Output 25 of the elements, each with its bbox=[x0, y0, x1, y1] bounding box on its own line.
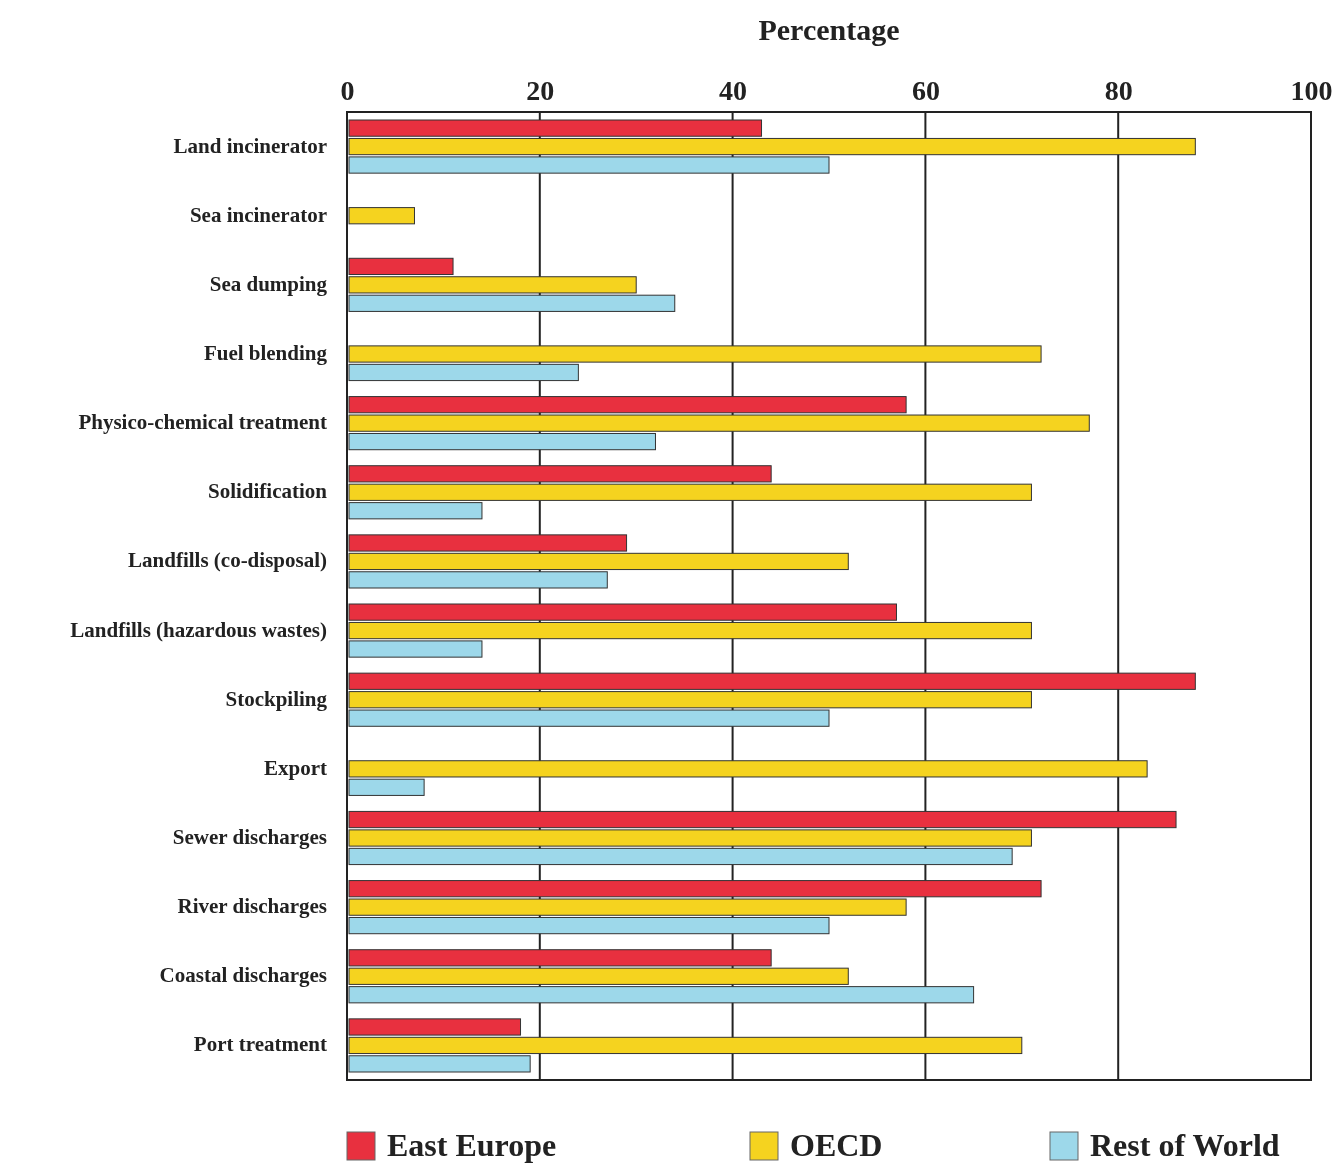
y-tick-label: Sea incinerator bbox=[189, 202, 327, 227]
bar bbox=[348, 207, 415, 225]
y-tick-label: Port treatment bbox=[193, 1032, 327, 1057]
x-tick-label: 60 bbox=[911, 75, 940, 106]
y-tick-label: Physico-chemical treatment bbox=[78, 410, 327, 435]
y-tick-label: Landfills (co-disposal) bbox=[128, 548, 327, 573]
y-tick-label: Export bbox=[264, 755, 328, 780]
y-tick-label: Solidification bbox=[207, 479, 328, 504]
y-tick-label: Landfills (hazardous wastes) bbox=[70, 617, 327, 642]
x-axis-title: Percentage bbox=[758, 13, 900, 46]
y-tick-label: Fuel blending bbox=[203, 341, 328, 365]
x-tick-label: 80 bbox=[1104, 75, 1133, 106]
x-tick-label: 20 bbox=[526, 75, 555, 106]
y-tick-label: Land incinerator bbox=[173, 133, 327, 158]
x-tick-label: 100 bbox=[1290, 75, 1333, 106]
legend-label: OECD bbox=[790, 1127, 883, 1163]
y-tick-label: River discharges bbox=[177, 894, 327, 919]
x-tick-label: 40 bbox=[719, 75, 748, 106]
x-tick-label: 0 bbox=[340, 75, 355, 106]
legend-label: East Europe bbox=[387, 1127, 557, 1163]
legend-label: Rest of World bbox=[1090, 1127, 1280, 1163]
y-tick-label: Stockpiling bbox=[225, 686, 328, 711]
y-tick-label: Sewer discharges bbox=[172, 825, 327, 849]
y-tick-label: Sea dumping bbox=[209, 271, 328, 296]
y-tick-label: Coastal discharges bbox=[159, 963, 327, 988]
